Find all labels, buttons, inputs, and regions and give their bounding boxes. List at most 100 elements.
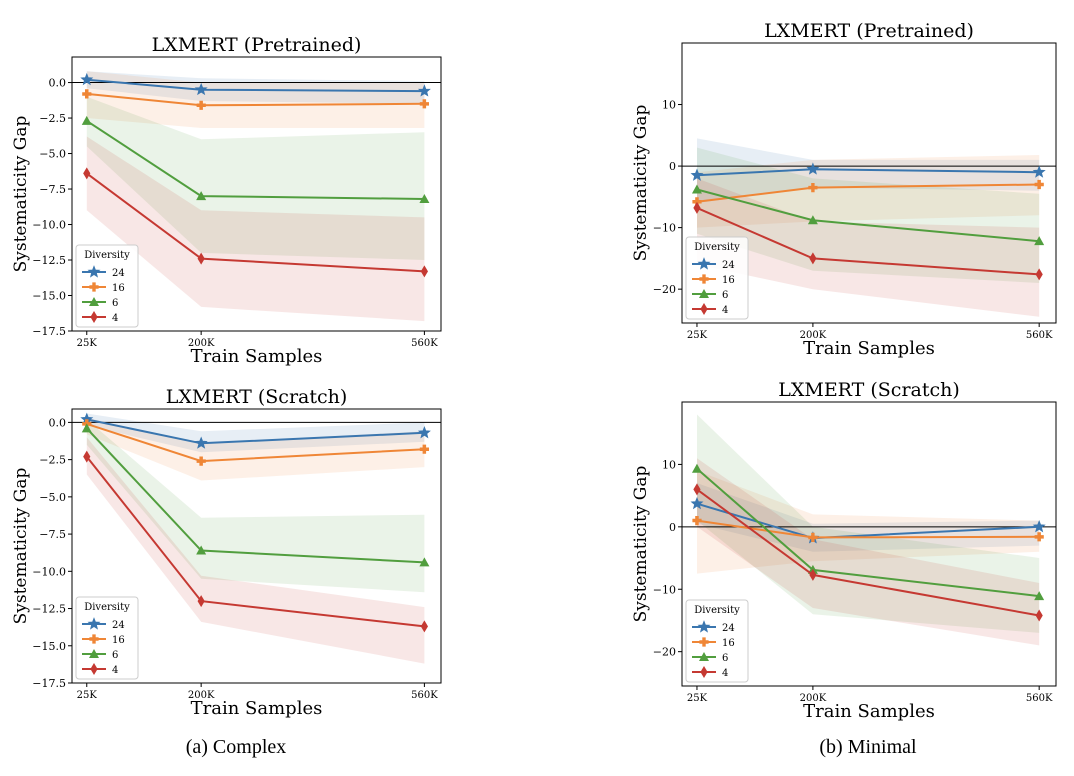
band-6	[86, 419, 425, 593]
point-16-560K	[1034, 179, 1044, 190]
point-4-200K	[197, 252, 205, 265]
legend-marker-6	[699, 652, 709, 661]
chart-panel-3: LXMERT (Scratch) Train Samples Systematici…	[631, 379, 1057, 722]
point-24-560K	[417, 84, 431, 97]
band-16	[86, 417, 425, 481]
band-4	[86, 136, 425, 322]
legend-marker-6	[89, 649, 99, 658]
point-4-200K	[809, 252, 817, 265]
y-axis-label: Systematicity Gap	[631, 465, 651, 622]
y-tick-label: −17.5	[32, 677, 66, 690]
y-tick-label: −15.0	[32, 640, 66, 653]
x-tick-label: 560K	[1026, 330, 1053, 341]
point-24-200K	[194, 82, 208, 96]
legend-title: Diversity	[84, 250, 130, 261]
caption-minimal: (b) Minimal	[819, 736, 917, 758]
point-16-200K	[808, 532, 818, 542]
legend-box	[75, 244, 139, 328]
point-24-560K	[417, 425, 431, 439]
legend-label-6: 6	[722, 290, 728, 301]
legend-marker-24	[87, 617, 101, 630]
point-16-200K	[196, 456, 206, 466]
y-tick-label: −20	[653, 283, 676, 296]
legend-label-6: 6	[112, 298, 118, 309]
legend-title: Diversity	[84, 602, 130, 613]
y-tick-label: −5.0	[39, 491, 66, 504]
legend-marker-4	[90, 663, 98, 675]
y-tick-label: 0.0	[49, 416, 67, 429]
legend-marker-16	[699, 274, 709, 284]
x-tick-label: 25K	[687, 330, 708, 341]
y-tick-label: −10	[653, 583, 676, 596]
legend-marker-16	[89, 282, 99, 292]
y-tick-label: 0	[669, 521, 676, 534]
point-16-560K	[1034, 532, 1044, 542]
point-16-560K	[419, 444, 429, 454]
point-24-200K	[806, 162, 820, 175]
caption-complex: (a) Complex	[185, 736, 287, 758]
legend-box	[685, 599, 749, 683]
legend-label-16: 16	[112, 635, 125, 646]
legend-marker-6	[89, 297, 99, 306]
band-24	[697, 483, 1040, 552]
legend-title: Diversity	[694, 242, 740, 253]
legend: Diversity 24 16 6 4	[75, 244, 139, 328]
band-4	[697, 458, 1040, 646]
chart-title: LXMERT (Scratch)	[166, 386, 348, 408]
legend-marker-24	[697, 257, 711, 270]
y-tick-label: 0	[669, 160, 676, 173]
y-tick-label: −12.5	[32, 603, 66, 616]
legend-label-24: 24	[112, 268, 125, 279]
legend-marker-16	[89, 634, 99, 644]
x-axis-label: Train Samples	[191, 346, 323, 367]
legend-label-24: 24	[722, 623, 735, 634]
point-6-200K	[196, 191, 207, 201]
point-16-560K	[419, 99, 429, 109]
x-axis-label: Train Samples	[803, 701, 935, 722]
point-4-560K	[420, 620, 428, 633]
point-6-560K	[419, 557, 430, 567]
legend-marker-4	[700, 666, 708, 678]
legend-label-6: 6	[722, 653, 728, 664]
x-tick-label: 200K	[188, 690, 215, 701]
legend: Diversity 24 16 6 4	[685, 236, 749, 320]
legend-label-16: 16	[722, 638, 735, 649]
legend-marker-6	[699, 289, 709, 298]
legend: Diversity 24 16 6 4	[685, 599, 749, 683]
point-6-200K	[807, 215, 818, 225]
y-tick-label: −12.5	[32, 254, 66, 267]
point-6-25K	[81, 115, 92, 125]
y-axis-label: Systematicity Gap	[11, 467, 31, 624]
band-16	[86, 71, 425, 128]
legend: Diversity 24 16 6 4	[75, 596, 139, 680]
y-tick-label: −10	[653, 222, 676, 235]
point-24-560K	[1032, 519, 1046, 533]
x-tick-label: 560K	[411, 690, 438, 701]
point-16-200K	[808, 183, 818, 193]
y-tick-label: −2.5	[39, 454, 66, 467]
legend-label-16: 16	[112, 283, 125, 294]
band-6	[697, 414, 1040, 633]
plot-frame	[71, 408, 442, 684]
plot-frame	[681, 401, 1057, 687]
point-4-25K	[693, 483, 701, 496]
point-24-560K	[1032, 165, 1046, 178]
x-tick-label: 200K	[188, 338, 215, 349]
y-tick-label: −7.5	[39, 528, 66, 541]
x-axis-label: Train Samples	[191, 698, 323, 719]
legend-marker-16	[699, 637, 709, 647]
point-16-200K	[196, 100, 206, 110]
point-16-25K	[692, 197, 702, 207]
y-tick-label: 10	[662, 99, 676, 112]
legend-marker-4	[700, 303, 708, 315]
band-4	[86, 437, 425, 664]
point-6-200K	[196, 545, 207, 555]
band-24	[86, 71, 425, 104]
legend-box	[685, 236, 749, 320]
point-4-200K	[809, 568, 817, 581]
plot-frame	[681, 42, 1057, 324]
band-6	[697, 147, 1040, 283]
point-6-25K	[691, 463, 702, 473]
legend-marker-4	[90, 311, 98, 323]
